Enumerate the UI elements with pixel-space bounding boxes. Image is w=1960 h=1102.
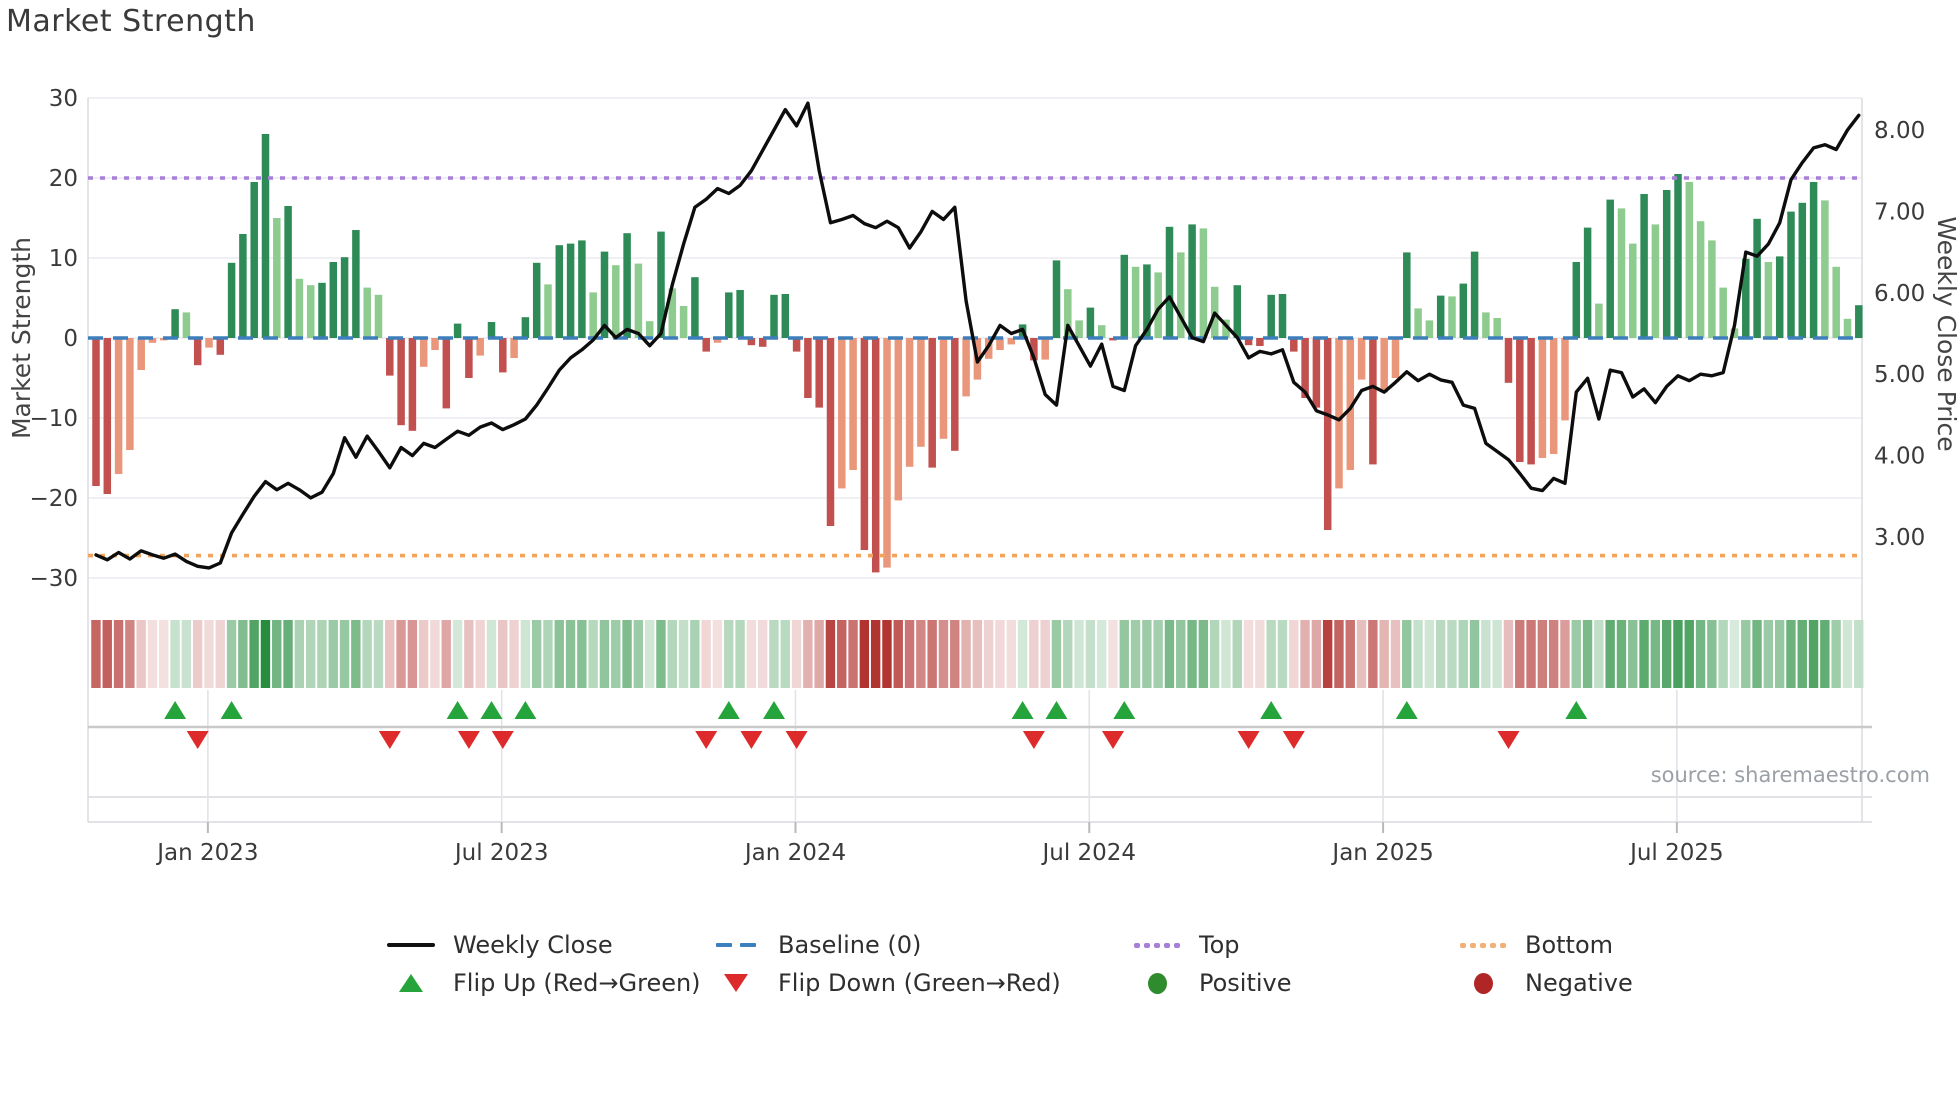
svg-text:Jul 2024: Jul 2024 [1040, 840, 1136, 866]
flip-down-marker [1497, 731, 1520, 749]
svg-text:20: 20 [49, 166, 78, 192]
axis-tick-labels: 30 20 10 0 −10 −20 −30 8.00 7.00 6.00 5.00 4.00 3.00… [7, 86, 1960, 866]
flip-down-marker [1102, 731, 1124, 749]
flip-down-marker [1022, 731, 1045, 749]
momentum-heatmap-strip [91, 620, 1864, 688]
flip-up-marker [480, 701, 503, 719]
svg-text:Jan 2024: Jan 2024 [743, 840, 846, 866]
flip-down-marker [740, 731, 763, 749]
svg-text:30: 30 [49, 86, 78, 112]
left-axis-title: Market Strength [7, 237, 36, 439]
right-axis-title: Weekly Close Price [1932, 216, 1960, 451]
flip-up-marker [1011, 701, 1034, 719]
svg-text:10: 10 [49, 246, 78, 272]
page-title: Market Strength [6, 4, 256, 39]
svg-text:4.00: 4.00 [1874, 444, 1925, 470]
svg-text:Jan 2023: Jan 2023 [155, 840, 258, 866]
month-gridlines [206, 690, 1678, 833]
svg-text:−30: −30 [29, 566, 78, 592]
svg-text:Jul 2023: Jul 2023 [453, 840, 549, 866]
svg-text:8.00: 8.00 [1874, 118, 1925, 144]
flip-up-marker [1045, 701, 1068, 719]
flip-up-marker [514, 701, 537, 719]
flip-down-marker [695, 731, 718, 749]
svg-text:0: 0 [63, 326, 78, 352]
strength-bars [92, 134, 1863, 573]
weekly-close-line [94, 101, 1861, 570]
svg-text:Jul 2025: Jul 2025 [1628, 840, 1724, 866]
svg-text:Jan 2025: Jan 2025 [1330, 840, 1433, 866]
svg-text:3.00: 3.00 [1874, 525, 1925, 551]
flip-down-marker [785, 731, 808, 749]
flip-down-marker [491, 731, 514, 749]
source-note: source: sharemaestro.com [1650, 763, 1930, 787]
svg-text:5.00: 5.00 [1874, 362, 1925, 388]
flip-down-marker [378, 731, 401, 749]
flip-down-marker [186, 731, 209, 749]
svg-text:6.00: 6.00 [1874, 281, 1925, 307]
flip-up-marker [220, 701, 243, 719]
flip-down-marker [1282, 731, 1305, 749]
svg-text:7.00: 7.00 [1874, 199, 1925, 225]
flip-down-marker [457, 731, 480, 749]
flip-up-marker [446, 701, 469, 719]
flip-up-marker [1113, 701, 1136, 719]
flip-up-marker [1565, 701, 1588, 719]
flip-up-marker [1260, 701, 1283, 719]
flip-markers [88, 701, 1872, 749]
flip-down-marker [1237, 731, 1260, 749]
svg-text:−20: −20 [29, 486, 78, 512]
flip-up-marker [164, 701, 187, 719]
flip-up-marker [717, 701, 740, 719]
flip-up-marker [763, 701, 785, 719]
flip-up-marker [1395, 701, 1418, 719]
svg-text:−10: −10 [29, 406, 78, 432]
reference-lines [88, 176, 1862, 558]
gridlines [87, 97, 1872, 823]
